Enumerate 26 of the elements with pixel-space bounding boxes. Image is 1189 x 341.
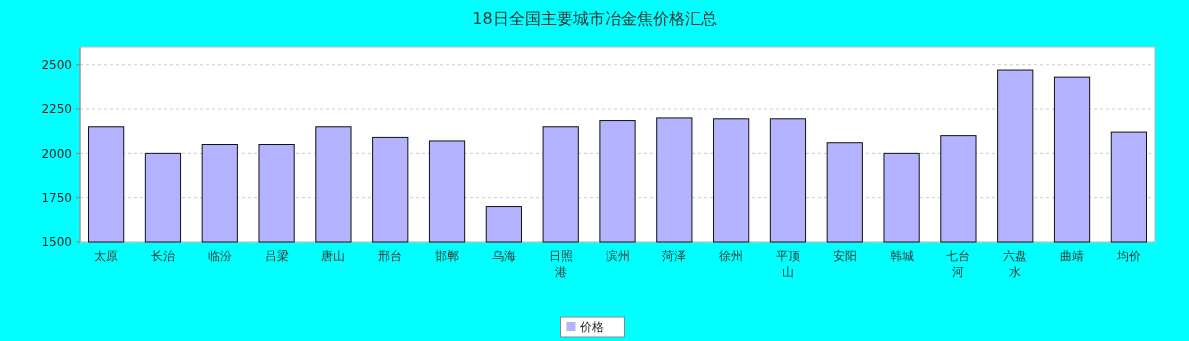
x-tick-label: 韩城 bbox=[889, 249, 914, 263]
x-tick-label: 临汾 bbox=[207, 249, 232, 263]
x-tick-label: 滨州 bbox=[605, 249, 630, 263]
x-tick-label: 七台河 bbox=[946, 249, 971, 279]
x-tick-label: 菏泽 bbox=[662, 249, 687, 263]
y-tick-label: 2500 bbox=[41, 57, 72, 72]
x-tick-label: 曲靖 bbox=[1060, 249, 1085, 263]
x-tick-label: 安阳 bbox=[832, 249, 857, 263]
y-tick-label: 1750 bbox=[41, 190, 72, 205]
chart-title: 18日全国主要城市冶金焦价格汇总 bbox=[472, 9, 717, 28]
y-tick-label: 2000 bbox=[41, 146, 72, 161]
x-tick-label: 太原 bbox=[94, 249, 119, 263]
x-tick-label: 乌海 bbox=[491, 249, 516, 263]
y-tick-label: 2250 bbox=[41, 102, 72, 117]
x-tick-label: 邯郸 bbox=[435, 249, 460, 263]
x-tick-label: 徐州 bbox=[719, 249, 744, 263]
x-tick-label: 平顶山 bbox=[775, 249, 800, 279]
x-tick-label: 均价 bbox=[1115, 249, 1141, 263]
x-tick-label: 六盘水 bbox=[1003, 249, 1028, 279]
x-tick-label: 吕梁 bbox=[264, 249, 289, 263]
x-tick-label: 唐山 bbox=[321, 249, 346, 263]
y-tick-label: 1500 bbox=[41, 235, 72, 250]
x-tick-label: 长治 bbox=[150, 249, 175, 263]
legend-label: 价格 bbox=[578, 320, 604, 335]
x-tick-label: 日照港 bbox=[548, 249, 573, 279]
x-tick-label: 邢台 bbox=[378, 249, 403, 263]
